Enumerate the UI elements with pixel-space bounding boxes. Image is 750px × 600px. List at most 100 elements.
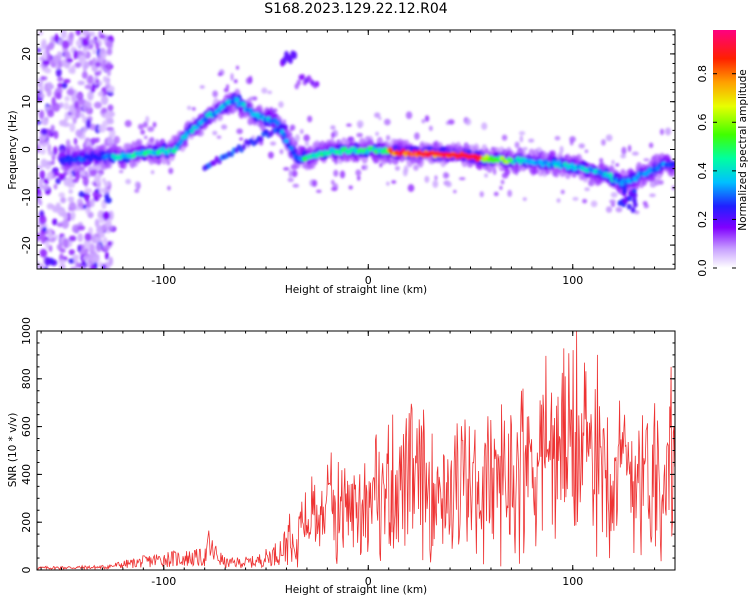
colorbar: 0.0 0.2 0.4 0.6 0.8 Normalized spectral ampl… xyxy=(696,30,749,277)
spectrogram-cell xyxy=(292,51,298,60)
spectrogram-cell xyxy=(87,211,94,219)
spectrogram-cell xyxy=(37,47,42,53)
spectrogram-cell xyxy=(274,120,281,126)
spectrogram-cell xyxy=(648,142,654,149)
spectrogram-cell xyxy=(82,126,87,135)
spectrogram-cell xyxy=(89,264,96,269)
spectrogram-cell xyxy=(375,131,379,136)
spectrogram-cell xyxy=(225,84,230,89)
spectrogram-cell xyxy=(68,104,77,114)
snr-series-line xyxy=(37,331,675,570)
spectrogram-cell xyxy=(217,72,223,77)
spectrogram-cell xyxy=(57,59,62,70)
spectrogram-cell xyxy=(98,217,105,224)
spectrogram-cell xyxy=(269,141,277,146)
spectrogram-cell xyxy=(56,222,63,227)
spectrogram-cell xyxy=(610,202,616,208)
spectrogram-cell xyxy=(632,192,638,199)
spectrogram-cell xyxy=(356,175,361,181)
spectrogram-cell xyxy=(68,172,73,183)
spectrogram-cell xyxy=(140,129,146,135)
spectrogram-cell xyxy=(71,224,80,233)
spectrogram-cell xyxy=(57,82,64,89)
spectrogram-cell xyxy=(64,111,70,122)
spectrogram-cell xyxy=(333,169,339,177)
spectrogram-cell xyxy=(69,123,76,133)
spectrogram-cell xyxy=(261,87,268,94)
spectrogram-cell xyxy=(315,189,322,194)
spectrogram-cell xyxy=(348,185,353,190)
spectrogram-cell xyxy=(631,151,639,156)
spectrogram-cell xyxy=(582,198,588,204)
spectrogram-cell xyxy=(484,173,488,178)
spectrogram-cell xyxy=(479,191,484,198)
spectrogram-cell xyxy=(202,117,209,123)
spectrogram-cell xyxy=(68,67,75,74)
spectrogram-cell xyxy=(62,122,70,128)
spectrogram-cell xyxy=(610,191,618,198)
spectrogram-cell xyxy=(643,158,650,162)
spectrogram-cell xyxy=(53,130,59,140)
spectrogram-cell xyxy=(299,129,304,135)
spectrogram-cell xyxy=(52,218,58,226)
spectrogram-cell xyxy=(137,123,144,130)
spectrogram-cell xyxy=(493,191,499,197)
spectrogram-cell xyxy=(649,193,656,198)
spectrogram-cell xyxy=(63,177,71,187)
spectrogram-cell xyxy=(67,196,75,203)
spectrogram-cell xyxy=(331,179,335,185)
spectrogram-cell xyxy=(292,183,300,188)
spectrogram-cell xyxy=(283,167,290,171)
spectrogram-cell xyxy=(642,201,648,206)
spectrogram-heatmap xyxy=(37,30,675,269)
spectrogram-cell xyxy=(53,183,58,190)
spectrogram-cell xyxy=(346,123,352,127)
spectrogram-cell xyxy=(61,219,70,229)
colorbar-tick-label: 0.6 xyxy=(696,114,709,131)
spectrogram-cell xyxy=(654,178,660,186)
spectrogram-cell xyxy=(39,248,48,258)
spectrogram-cell xyxy=(615,163,620,167)
spectrogram-cell xyxy=(569,136,576,143)
spectrogram-cell xyxy=(105,40,114,49)
spectrogram-cell xyxy=(601,139,606,146)
spectrogram-cell xyxy=(44,106,50,112)
spectrogram-cell xyxy=(77,225,86,231)
spectrogram-cell xyxy=(38,215,47,225)
spectrogram-cell xyxy=(81,71,88,79)
spectrogram-cell xyxy=(125,178,132,185)
spectrogram-cell xyxy=(60,30,68,39)
spectrogram-cell xyxy=(134,188,140,193)
spectrogram-cell xyxy=(631,197,637,204)
spectrogram-cell xyxy=(108,210,114,221)
spectrogram-cell xyxy=(64,95,70,102)
spectrogram-cell xyxy=(51,96,56,106)
colorbar-tick-label: 0.8 xyxy=(696,65,709,83)
spectrogram-cell xyxy=(47,229,53,240)
spectrogram-cell xyxy=(42,60,50,66)
spectrogram-cell xyxy=(46,53,52,62)
spectrogram-cell xyxy=(98,123,107,133)
spectrogram-cell xyxy=(69,36,74,47)
spectrogram-cell xyxy=(287,177,294,183)
x-tick-label: 0 xyxy=(365,575,372,588)
spectrogram-cell xyxy=(556,198,561,203)
spectrogram-cell xyxy=(86,101,92,109)
spectrogram-cell xyxy=(89,243,96,253)
spectrogram-cell xyxy=(60,196,67,204)
spectrogram-cell xyxy=(75,129,83,138)
y-tick-label: 10 xyxy=(20,95,33,109)
spectrogram-cell xyxy=(84,188,93,194)
spectrogram-cell xyxy=(41,128,48,136)
spectrogram-cell xyxy=(212,130,218,136)
spectrogram-cell xyxy=(100,95,109,106)
spectrogram-cell xyxy=(39,170,46,180)
spectrogram-cell xyxy=(68,188,73,195)
spectrogram-cell xyxy=(55,67,62,78)
spectrogram-cell xyxy=(45,44,50,55)
spectrogram-cell xyxy=(78,191,85,198)
spectrogram-cell xyxy=(102,76,108,83)
spectrogram-cell xyxy=(402,168,408,177)
spectrogram-cell xyxy=(48,42,55,51)
spectrogram-cell xyxy=(94,71,101,76)
